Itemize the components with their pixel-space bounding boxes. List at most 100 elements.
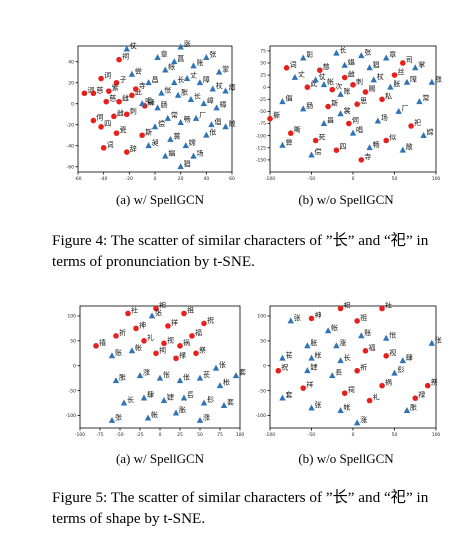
point-char-label: 视 bbox=[389, 348, 396, 357]
fig5-caption: Figure 5: The scatter of similar charact… bbox=[52, 489, 429, 527]
red-circle-point bbox=[358, 157, 365, 163]
blue-triangle-point bbox=[120, 399, 128, 406]
red-circle-point bbox=[412, 395, 419, 401]
point-char-label: 帐 bbox=[331, 323, 338, 332]
point-char-label: 祠 bbox=[122, 52, 129, 61]
point-char-label: 社 bbox=[385, 300, 392, 309]
point-char-label: 张 bbox=[209, 50, 216, 59]
blue-triangle-point bbox=[162, 152, 169, 159]
y-tick-label: -100 bbox=[256, 133, 266, 139]
blue-triangle-point bbox=[112, 377, 120, 384]
y-tick-label: 100 bbox=[257, 314, 266, 320]
blue-triangle-point bbox=[308, 404, 315, 411]
blue-triangle-point bbox=[145, 79, 152, 86]
point-char-label: 账 bbox=[115, 348, 122, 357]
blue-triangle-point bbox=[171, 58, 178, 65]
point-char-label: 掌 bbox=[418, 60, 425, 69]
point-char-label: 尝 bbox=[135, 66, 142, 75]
blue-triangle-point bbox=[212, 364, 220, 371]
red-circle-point bbox=[139, 132, 145, 139]
point-char-label: 场 bbox=[381, 113, 388, 122]
point-char-label: 嫦 bbox=[189, 138, 196, 147]
blue-triangle-point bbox=[333, 49, 340, 56]
blue-triangle-point bbox=[203, 53, 210, 60]
blue-triangle-point bbox=[341, 61, 348, 68]
point-char-label: 寺 bbox=[139, 82, 146, 90]
y-tick-label: 0 bbox=[263, 363, 266, 369]
blue-triangle-point bbox=[383, 334, 390, 341]
y-tick-label: 100 bbox=[67, 314, 76, 320]
blue-triangle-point bbox=[428, 339, 436, 346]
blue-triangle-point bbox=[232, 372, 240, 379]
blue-triangle-point bbox=[216, 382, 224, 389]
red-circle-point bbox=[100, 145, 107, 151]
y-tick-label: -75 bbox=[259, 121, 266, 127]
point-char-label: 涨 bbox=[203, 413, 210, 422]
point-char-label: 赐 bbox=[368, 85, 375, 93]
red-circle-point bbox=[93, 343, 99, 349]
red-circle-point bbox=[337, 305, 344, 312]
red-circle-point bbox=[81, 90, 88, 97]
x-tick-label: -100 bbox=[265, 176, 275, 182]
point-char-label: 唱 bbox=[356, 126, 363, 134]
red-circle-point bbox=[312, 137, 319, 144]
blue-triangle-point bbox=[383, 54, 390, 61]
blue-triangle-point bbox=[187, 95, 195, 102]
red-circle-point bbox=[116, 56, 122, 63]
point-char-label: 社 bbox=[131, 305, 138, 314]
point-char-label: 禧 bbox=[99, 338, 106, 347]
point-char-label: 苌 bbox=[285, 350, 292, 359]
point-char-label: 祸 bbox=[183, 338, 190, 347]
point-char-label: 神 bbox=[139, 320, 146, 329]
point-char-label: 枨 bbox=[223, 378, 230, 387]
point-char-label: 涨 bbox=[360, 415, 367, 424]
blue-triangle-point bbox=[190, 152, 197, 159]
blue-triangle-point bbox=[420, 132, 427, 139]
blue-triangle-point bbox=[156, 374, 164, 381]
x-tick-label: -100 bbox=[265, 432, 275, 438]
red-circle-point bbox=[317, 67, 323, 74]
x-tick-label: -50 bbox=[308, 432, 315, 438]
point-char-label: 张 bbox=[294, 313, 301, 322]
point-char-label: 长 bbox=[339, 45, 346, 54]
blue-triangle-point bbox=[428, 78, 436, 85]
red-circle-point bbox=[346, 120, 352, 127]
point-char-label: 账 bbox=[197, 58, 204, 67]
point-char-label: 昶 bbox=[152, 138, 159, 147]
point-char-label: 娼 bbox=[348, 57, 355, 66]
red-circle-point bbox=[113, 333, 119, 339]
x-tick-label: -75 bbox=[96, 432, 103, 438]
x-tick-label: -40 bbox=[100, 176, 107, 182]
x-tick-label: 50 bbox=[197, 432, 203, 438]
point-char-label: 肆 bbox=[406, 353, 413, 362]
point-char-label: 猖 bbox=[184, 159, 191, 168]
blue-triangle-point bbox=[136, 372, 144, 379]
x-tick-label: -50 bbox=[308, 176, 315, 182]
fig4-caption: Figure 4: The scatter of similar charact… bbox=[52, 232, 429, 270]
point-char-label: 雌 bbox=[122, 94, 129, 103]
point-char-label: 枨 bbox=[315, 350, 322, 359]
blue-triangle-point bbox=[151, 123, 159, 130]
point-char-label: 祈 bbox=[119, 328, 126, 337]
point-char-label: 祠 bbox=[159, 345, 166, 354]
blue-triangle-point bbox=[337, 90, 344, 97]
blue-triangle-point bbox=[399, 146, 406, 153]
red-circle-point bbox=[275, 367, 282, 374]
point-char-label: 死 bbox=[319, 134, 326, 142]
red-circle-point bbox=[267, 115, 273, 122]
red-circle-point bbox=[103, 98, 110, 105]
point-char-label: 禄 bbox=[418, 390, 425, 399]
blue-triangle-point bbox=[196, 79, 204, 86]
point-char-label: 瘴 bbox=[229, 83, 236, 92]
point-char-label: 敞 bbox=[406, 142, 413, 151]
red-circle-point bbox=[123, 111, 130, 118]
blue-triangle-point bbox=[358, 52, 365, 59]
blue-triangle-point bbox=[164, 114, 172, 121]
blue-triangle-point bbox=[148, 312, 156, 319]
point-char-label: 肠 bbox=[306, 101, 313, 110]
point-char-label: 常 bbox=[422, 94, 429, 103]
blue-triangle-point bbox=[399, 357, 406, 364]
fig5b-panel: -100 -50 0 50 100 -100 -50 0 50 100 祀 社神 祖祝祥 福视祈祸禄祭祠礼… bbox=[250, 300, 445, 440]
point-char-label: 雌 bbox=[348, 70, 355, 79]
point-char-label: 张 bbox=[115, 413, 122, 422]
